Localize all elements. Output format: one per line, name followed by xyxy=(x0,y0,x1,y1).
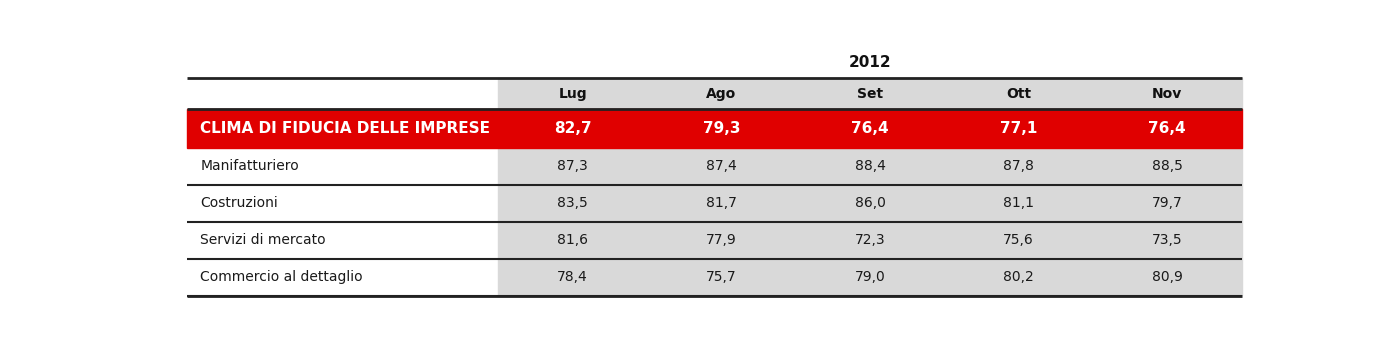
Text: 77,1: 77,1 xyxy=(999,121,1037,136)
Bar xyxy=(187,109,1242,148)
Bar xyxy=(647,148,796,185)
Text: 88,4: 88,4 xyxy=(855,159,885,173)
Bar xyxy=(796,185,944,221)
Text: Nov: Nov xyxy=(1153,87,1182,101)
Text: 2012: 2012 xyxy=(849,56,891,70)
Bar xyxy=(498,221,647,258)
Text: 76,4: 76,4 xyxy=(1149,121,1186,136)
Bar xyxy=(944,258,1093,296)
Text: 87,8: 87,8 xyxy=(1004,159,1034,173)
Bar xyxy=(944,185,1093,221)
Text: 81,1: 81,1 xyxy=(1004,196,1034,210)
Text: 82,7: 82,7 xyxy=(553,121,591,136)
Text: Ott: Ott xyxy=(1006,87,1032,101)
Bar xyxy=(647,258,796,296)
Bar xyxy=(944,221,1093,258)
Bar xyxy=(647,185,796,221)
Text: 79,7: 79,7 xyxy=(1151,196,1182,210)
Text: 77,9: 77,9 xyxy=(705,233,736,247)
Bar xyxy=(1093,221,1242,258)
Text: 80,9: 80,9 xyxy=(1151,270,1182,284)
Bar xyxy=(498,78,647,109)
Text: 73,5: 73,5 xyxy=(1151,233,1182,247)
Bar xyxy=(1093,258,1242,296)
Bar xyxy=(1093,185,1242,221)
Bar xyxy=(647,221,796,258)
Bar xyxy=(498,258,647,296)
Text: 87,3: 87,3 xyxy=(558,159,588,173)
Text: Servizi di mercato: Servizi di mercato xyxy=(201,233,326,247)
Text: 79,3: 79,3 xyxy=(703,121,740,136)
Bar xyxy=(1093,148,1242,185)
Bar xyxy=(944,78,1093,109)
Text: 81,7: 81,7 xyxy=(705,196,736,210)
Text: 86,0: 86,0 xyxy=(855,196,885,210)
Text: Costruzioni: Costruzioni xyxy=(201,196,277,210)
Bar xyxy=(1093,78,1242,109)
Text: Ago: Ago xyxy=(707,87,736,101)
Bar xyxy=(498,148,647,185)
Text: 75,7: 75,7 xyxy=(705,270,736,284)
Text: 78,4: 78,4 xyxy=(558,270,588,284)
Text: Commercio al dettaglio: Commercio al dettaglio xyxy=(201,270,362,284)
Bar xyxy=(647,78,796,109)
Bar xyxy=(498,185,647,221)
Text: 79,0: 79,0 xyxy=(855,270,885,284)
Text: 81,6: 81,6 xyxy=(558,233,588,247)
Text: CLIMA DI FIDUCIA DELLE IMPRESE: CLIMA DI FIDUCIA DELLE IMPRESE xyxy=(201,121,491,136)
Text: Lug: Lug xyxy=(558,87,587,101)
Text: Set: Set xyxy=(857,87,882,101)
Bar xyxy=(796,258,944,296)
Text: 75,6: 75,6 xyxy=(1004,233,1034,247)
Text: 80,2: 80,2 xyxy=(1004,270,1034,284)
Bar xyxy=(796,221,944,258)
Bar xyxy=(796,148,944,185)
Text: Manifatturiero: Manifatturiero xyxy=(201,159,298,173)
Text: 72,3: 72,3 xyxy=(855,233,885,247)
Text: 88,5: 88,5 xyxy=(1151,159,1182,173)
Text: 83,5: 83,5 xyxy=(558,196,588,210)
Bar xyxy=(944,148,1093,185)
Text: 87,4: 87,4 xyxy=(705,159,736,173)
Text: 76,4: 76,4 xyxy=(852,121,889,136)
Bar xyxy=(796,78,944,109)
